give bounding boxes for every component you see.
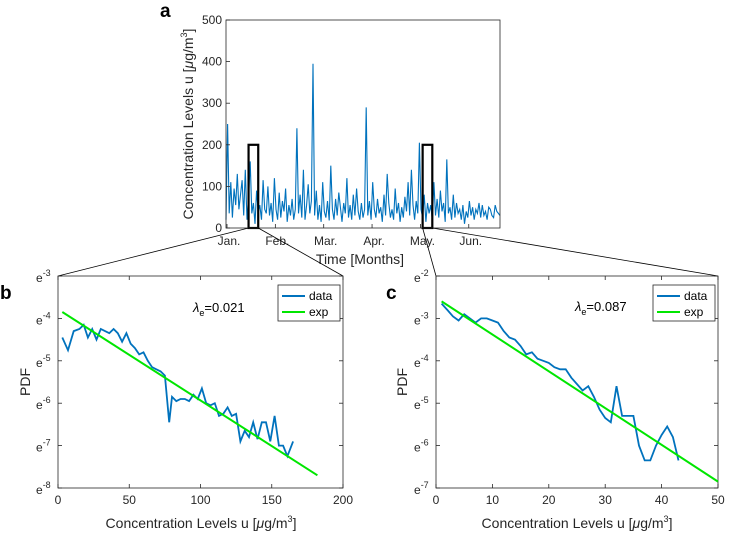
panel-c-y-tick-label: e-5 — [414, 395, 429, 412]
panel-b-x-tick-label: 100 — [190, 493, 210, 507]
panel-c-x-tick-label: 50 — [711, 493, 725, 507]
panel-b-lambda-value: =0.021 — [204, 300, 244, 315]
panel-b-x-tick-label: 50 — [123, 493, 137, 507]
panel-a-axes-box — [225, 19, 501, 229]
panel-b-y-tick-label: e-4 — [36, 310, 51, 327]
panel-a-highlight-windows — [247, 143, 434, 230]
panel-b-exp-line — [61, 311, 318, 477]
panel-b-y-ticks: e-3 e-4 e-5 e-6 e-7 e-8 — [36, 268, 343, 497]
panel-a-highlight-window — [421, 143, 434, 230]
panel-b-lambda-symbol: λ — [192, 300, 199, 315]
panel-a-y-tick-label: 100 — [202, 179, 222, 193]
panel-c-exp-line — [441, 300, 719, 483]
panel-a-x-tick-label: Mar. — [314, 234, 337, 248]
panel-c-y-ticks: e-2 e-3 e-4 e-5 e-6 e-7 — [414, 268, 718, 497]
panel-b-x-tick-label: 200 — [333, 493, 353, 507]
panel-a-x-tick-label: Jun. — [459, 234, 482, 248]
panel-c-x-tick-label: 40 — [655, 493, 669, 507]
panel-c-x-tick-label: 10 — [486, 493, 500, 507]
panel-c-axes-box — [435, 275, 719, 489]
panel-b-x-ticks: 0 50 100 150 200 — [55, 276, 353, 507]
connector-line-left — [57, 227, 249, 277]
panel-b-y-tick-label: e-6 — [36, 395, 51, 412]
panel-b-legend-exp-label: exp — [309, 305, 329, 319]
panel-b-y-tick-label: e-3 — [36, 268, 51, 285]
panel-a-x-tick-label: Jan. — [218, 234, 241, 248]
zoom-connector-lines — [57, 227, 719, 277]
panel-c-y-label: PDF — [394, 368, 410, 396]
panel-a-y-tick-label: 300 — [202, 96, 222, 110]
panel-a-y-label-unit: g/m — [180, 37, 196, 60]
panel-a-x-tick-label: May. — [410, 234, 435, 248]
panel-c-lambda-annotation: λe=0.087 — [574, 299, 627, 317]
panel-c-lambda-symbol: λ — [574, 299, 581, 314]
panel-b-legend-box — [277, 284, 341, 322]
panel-b-letter: b — [0, 283, 12, 304]
panel-c-legend-exp-label: exp — [684, 305, 704, 319]
panel-c-legend: data exp — [652, 284, 716, 322]
panel-b-y-tick-label: e-7 — [36, 438, 51, 455]
panel-a-y-tick-label: 200 — [202, 138, 222, 152]
panel-b-series-group — [61, 311, 318, 477]
panel-a-y-label-mu: μ — [180, 60, 196, 69]
panel-a-x-ticks: Jan. Feb. Mar. Apr. May. Jun. — [218, 224, 482, 248]
panel-c-y-tick-label: e-3 — [414, 310, 429, 327]
panel-b-lambda-sub: e — [199, 308, 204, 318]
panel-c-data-line — [440, 302, 680, 462]
panel-b-data-line — [61, 323, 294, 459]
panel-c-legend-data-label: data — [684, 289, 708, 303]
panel-c-x-ticks: 0 10 20 30 40 50 — [433, 276, 725, 507]
panel-b-lambda-annotation: λe=0.021 — [192, 300, 245, 318]
panel-c-y-tick-label: e-2 — [414, 268, 429, 285]
connector-line-left — [422, 227, 437, 277]
panel-a-y-tick-label: 400 — [202, 55, 222, 69]
panel-a-x-tick-label: Apr. — [363, 234, 384, 248]
panel-b-x-tick-label: 0 — [55, 493, 62, 507]
panel-c-x-tick-label: 20 — [542, 493, 556, 507]
panel-b-y-tick-label: e-5 — [36, 353, 51, 370]
panel-b-x-label: Concentration Levels u [μg/m3] — [106, 514, 297, 531]
panel-c-x-label: Concentration Levels u [μg/m3] — [482, 514, 673, 531]
panel-c-series-group — [440, 300, 719, 483]
panel-a-y-label: Concentration Levels u [μg/m3] — [179, 29, 196, 220]
panel-c-legend-box — [652, 284, 716, 322]
panel-a-highlight-window — [247, 143, 260, 230]
panel-a-y-tick-label: 500 — [202, 13, 222, 27]
panel-a-y-label-close: ] — [180, 29, 196, 33]
panel-a-letter: a — [160, 1, 171, 22]
panel-a-y-label-main: Concentration Levels u [ — [180, 68, 196, 219]
panel-b-y-label: PDF — [17, 368, 33, 396]
connector-line-right — [432, 227, 719, 277]
panel-c-lambda-sub: e — [581, 307, 586, 317]
panel-b: b e-3 e-4 e-5 e-6 e-7 e-8 0 50 100 150 200 λe=0.0… — [0, 268, 353, 531]
panel-a-x-tick-label: Feb. — [265, 234, 289, 248]
panel-a-y-label-sup: 3 — [179, 32, 189, 37]
panel-a-x-label: Time [Months] — [316, 251, 404, 267]
panel-c: c e-2 e-3 e-4 e-5 e-6 e-7 0 10 20 30 40 50 λe=0.08… — [386, 268, 725, 531]
panel-c-letter: c — [386, 283, 397, 304]
panel-c-x-tick-label: 0 — [433, 493, 440, 507]
panel-c-y-tick-label: e-4 — [414, 353, 429, 370]
panel-b-legend: data exp — [277, 284, 341, 322]
panel-c-lambda-value: =0.087 — [586, 299, 626, 314]
panel-c-y-tick-label: e-7 — [414, 480, 429, 497]
connector-line-right — [258, 227, 344, 277]
panel-a-series-line — [225, 63, 501, 224]
panel-c-y-tick-label: e-6 — [414, 438, 429, 455]
panel-a-series-group — [225, 63, 501, 224]
panel-b-x-tick-label: 150 — [262, 493, 282, 507]
panel-a-y-tick-label: 0 — [215, 221, 222, 235]
panel-c-x-tick-label: 30 — [599, 493, 613, 507]
panel-a-y-ticks: 0 100 200 300 400 500 — [202, 13, 230, 235]
panel-b-y-tick-label: e-8 — [36, 480, 51, 497]
panel-b-legend-data-label: data — [309, 289, 333, 303]
